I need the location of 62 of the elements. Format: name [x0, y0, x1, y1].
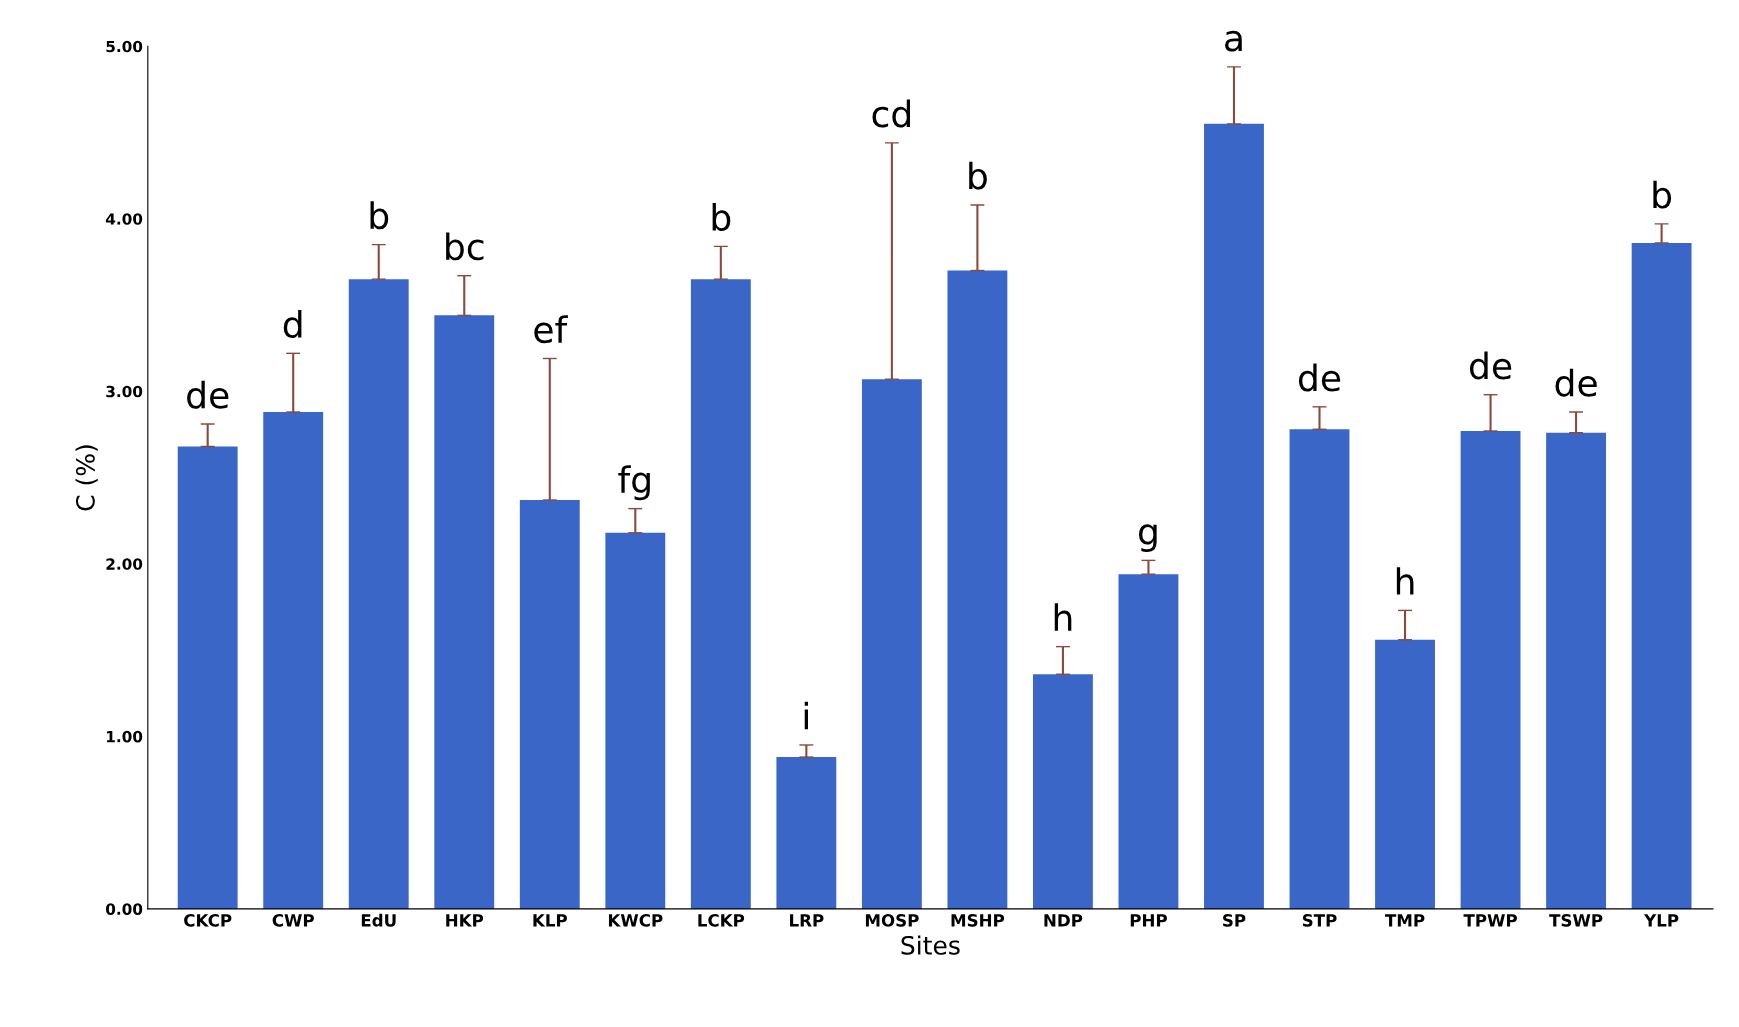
- bar: [861, 379, 922, 909]
- x-tick-label: TMP: [1385, 914, 1425, 927]
- bar: [263, 411, 324, 909]
- x-tick-label: KWCP: [608, 914, 663, 927]
- y-tick-label: 1.00: [106, 730, 143, 743]
- annotation: ef: [534, 315, 568, 344]
- annotation: de: [1298, 363, 1341, 392]
- bar: [1375, 639, 1435, 909]
- annotation: de: [1469, 351, 1512, 380]
- x-tick-label: MSHP: [951, 914, 1005, 927]
- x-tick-label: CWP: [272, 914, 314, 927]
- x-tick-label: STP: [1302, 914, 1337, 927]
- x-tick-label: CKCP: [184, 914, 232, 927]
- bar: [690, 279, 751, 909]
- x-tick-label: YLP: [1643, 914, 1679, 927]
- annotation: d: [283, 310, 302, 338]
- annotation: h: [1054, 603, 1072, 631]
- bar: [177, 446, 238, 909]
- bar: [947, 270, 1008, 909]
- annotation: g: [1138, 524, 1157, 553]
- x-tick-label: LCKP: [698, 914, 745, 927]
- x-tick-label: LRP: [790, 914, 824, 927]
- bar: [1289, 429, 1350, 909]
- annotation: bc: [446, 232, 484, 261]
- y-tick-label: 0.00: [105, 903, 143, 915]
- bar: [1631, 242, 1692, 909]
- bar: [1204, 123, 1264, 909]
- annotation: a: [1225, 30, 1242, 52]
- annotation: cd: [872, 99, 910, 128]
- bar: [1546, 432, 1607, 909]
- y-tick-label: 5.00: [106, 40, 143, 53]
- bar: [519, 499, 580, 909]
- x-tick-label: EdU: [361, 913, 396, 927]
- x-tick-label: HKP: [446, 914, 484, 927]
- x-tick-label: MOSP: [865, 914, 919, 927]
- bar: [434, 315, 495, 909]
- bar: [605, 532, 666, 909]
- x-tick-label: KLP: [533, 914, 567, 927]
- bar: [1460, 430, 1521, 909]
- x-tick-label: NDP: [1044, 914, 1083, 927]
- x-tick-label: PHP: [1130, 914, 1167, 927]
- annotation: b: [370, 201, 389, 230]
- annotation: de: [187, 380, 229, 409]
- annotation: h: [1396, 567, 1414, 595]
- x-tick-label: SP: [1223, 914, 1246, 927]
- x-tick-label: TPWP: [1463, 914, 1517, 927]
- x-axis-title: Sites: [901, 935, 960, 955]
- annotation: b: [969, 161, 987, 190]
- annotation: i: [804, 701, 808, 730]
- y-tick-label: 3.00: [106, 385, 143, 398]
- annotation: de: [1555, 368, 1597, 397]
- bar: [348, 279, 409, 909]
- bar: [1032, 674, 1093, 909]
- y-tick-label: 2.00: [106, 558, 143, 570]
- y-axis-title: C (%): [75, 445, 98, 511]
- annotation: b: [712, 203, 731, 232]
- annotation: b: [1653, 180, 1672, 209]
- annotation: fg: [618, 465, 650, 501]
- x-tick-label: TSWP: [1549, 914, 1603, 927]
- bar: [1118, 574, 1179, 909]
- bar: [776, 757, 837, 909]
- y-tick-label: 4.00: [105, 213, 143, 225]
